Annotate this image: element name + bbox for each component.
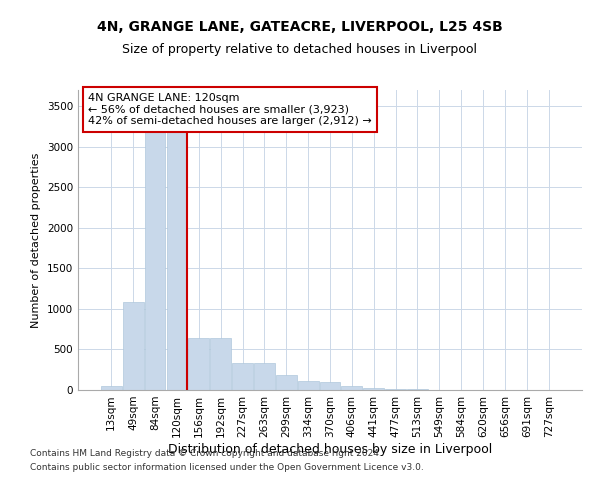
Text: Contains public sector information licensed under the Open Government Licence v3: Contains public sector information licen… [30,464,424,472]
Bar [232,363,253,390]
Bar [210,338,231,390]
Bar [276,375,296,390]
Bar [123,302,143,390]
Bar [167,106,187,390]
Y-axis label: Number of detached properties: Number of detached properties [31,152,41,328]
Bar [341,386,362,390]
Bar [320,382,340,390]
Text: Contains HM Land Registry data © Crown copyright and database right 2024.: Contains HM Land Registry data © Crown c… [30,448,382,458]
Text: 4N, GRANGE LANE, GATEACRE, LIVERPOOL, L25 4SB: 4N, GRANGE LANE, GATEACRE, LIVERPOOL, L2… [97,20,503,34]
Bar [407,389,428,390]
Text: Size of property relative to detached houses in Liverpool: Size of property relative to detached ho… [122,42,478,56]
Bar [385,389,406,390]
Bar [145,106,166,390]
Bar [188,338,209,390]
Bar [254,363,275,390]
Bar [298,382,319,390]
Bar [101,386,122,390]
Bar [364,388,384,390]
X-axis label: Distribution of detached houses by size in Liverpool: Distribution of detached houses by size … [168,442,492,456]
Text: 4N GRANGE LANE: 120sqm
← 56% of detached houses are smaller (3,923)
42% of semi-: 4N GRANGE LANE: 120sqm ← 56% of detached… [88,93,372,126]
